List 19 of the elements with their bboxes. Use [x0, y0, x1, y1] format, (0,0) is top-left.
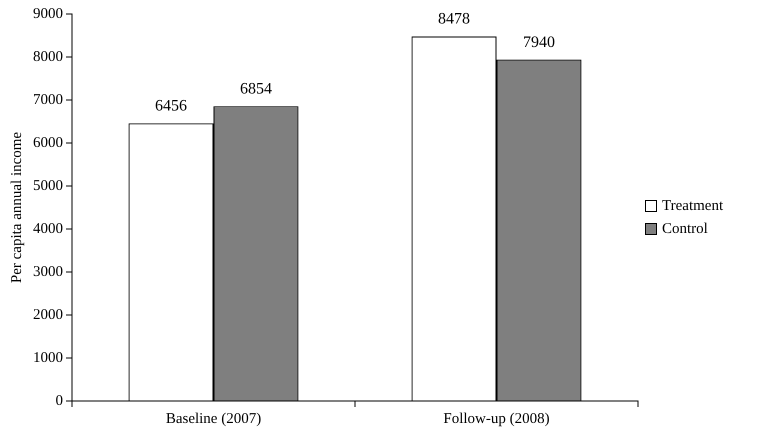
text: Treatment	[662, 198, 724, 214]
y-tick-label: 0	[56, 392, 63, 409]
data-label: 6456	[155, 98, 188, 115]
data-label: 6854	[240, 80, 272, 98]
data-label: 7940	[522, 34, 555, 51]
y-tick-label: 4000	[33, 220, 63, 237]
y-tick-label: 5000	[33, 178, 63, 194]
y-tick-label: 7000	[33, 92, 63, 108]
y-tick-label: 9000	[33, 6, 63, 22]
y-tick-label: 8000	[33, 48, 63, 65]
legend-label: Control	[662, 220, 708, 238]
y-tick-label: 6000	[33, 134, 63, 151]
y-tick-label: 1000	[33, 350, 63, 366]
x-tick-label: Baseline (2007)	[166, 410, 262, 427]
y-tick-label: 2000	[33, 306, 63, 323]
y-axis-title: Per capita annual income	[8, 132, 25, 284]
y-tick-label: 3000	[33, 264, 63, 280]
data-label: 8478	[438, 10, 470, 28]
x-tick-label: Follow-up (2008)	[443, 410, 550, 427]
